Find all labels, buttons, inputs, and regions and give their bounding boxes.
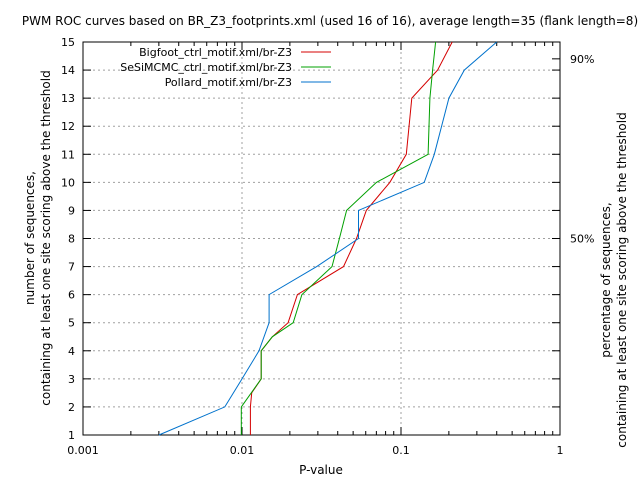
y2-axis-label-line2: containing at least one site scoring abo… xyxy=(615,112,629,447)
y-axis-label-line1: number of sequences, xyxy=(23,171,37,305)
y-tick-label: 15 xyxy=(61,36,75,49)
legend: Bigfoot_ctrl_motif.xml/br-Z3 SeSiMCMC_ctr… xyxy=(120,46,331,89)
y-tick-label: 9 xyxy=(68,204,75,217)
y-axis-label-line2: containing at least one site scoring abo… xyxy=(39,70,53,405)
y-tick-label: 13 xyxy=(61,92,75,105)
x-axis-label: P-value xyxy=(299,463,343,477)
y-tick-label: 4 xyxy=(68,345,75,358)
legend-label: Pollard_motif.xml/br-Z3 xyxy=(165,76,292,89)
x-tick-label: 0.01 xyxy=(230,444,255,457)
x-tick-label: 0.1 xyxy=(392,444,410,457)
y2-tick-label: 90% xyxy=(570,53,594,66)
y-tick-label: 12 xyxy=(61,120,75,133)
y2-axis-label-line1: percentage of sequences, xyxy=(599,202,613,357)
series-line-3 xyxy=(158,41,498,436)
y-tick-label: 8 xyxy=(68,233,75,246)
y-tick-label: 6 xyxy=(68,289,75,302)
y-tick-label: 7 xyxy=(68,261,75,274)
series-line-1 xyxy=(249,41,453,435)
grid xyxy=(83,42,560,435)
x-tick-label: 1 xyxy=(557,444,564,457)
y2-tick-label: 50% xyxy=(570,233,594,246)
y-tick-label: 5 xyxy=(68,317,75,330)
y2-axis-label: percentage of sequences, containing at l… xyxy=(599,112,629,447)
chart-title: PWM ROC curves based on BR_Z3_footprints… xyxy=(22,14,638,28)
y-tick-label: 14 xyxy=(61,64,75,77)
y-tick-label: 1 xyxy=(68,429,75,442)
series-lines xyxy=(158,41,498,436)
y-tick-label: 2 xyxy=(68,401,75,414)
y-tick-label: 10 xyxy=(61,176,75,189)
series-line-2 xyxy=(240,41,437,435)
y-axis-label: number of sequences, containing at least… xyxy=(23,70,53,405)
legend-label: Bigfoot_ctrl_motif.xml/br-Z3 xyxy=(139,46,292,59)
x-tick-label: 0.001 xyxy=(67,444,99,457)
y-tick-label: 3 xyxy=(68,373,75,386)
legend-label: SeSiMCMC_ctrl_motif.xml/br-Z3 xyxy=(120,61,292,74)
y-tick-label: 11 xyxy=(61,148,75,161)
